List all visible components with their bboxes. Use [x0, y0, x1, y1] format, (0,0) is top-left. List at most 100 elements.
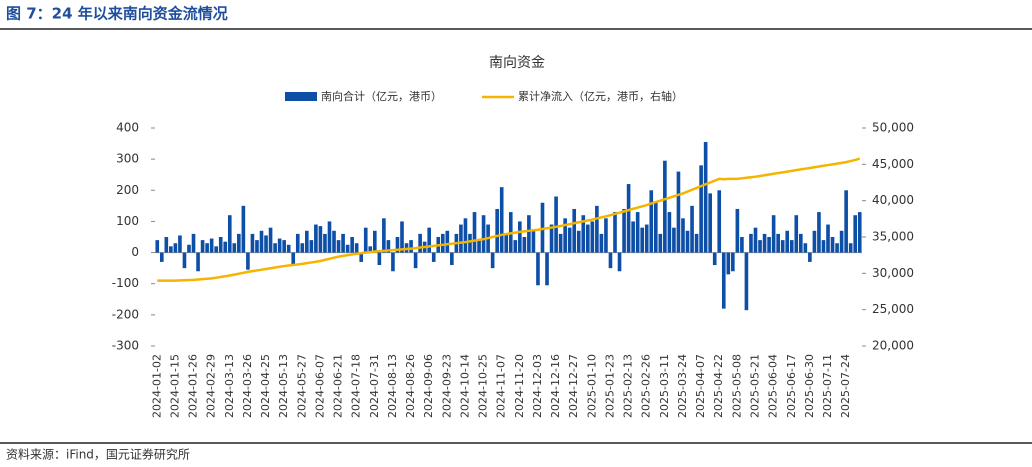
- bar: [295, 233, 300, 253]
- bar: [558, 233, 563, 253]
- x-tick-label: 2025-06-04: [767, 354, 780, 418]
- x-tick-label: 2025-01-23: [603, 354, 616, 418]
- bar: [382, 218, 386, 253]
- x-tick-label: 2024-12-16: [549, 354, 562, 418]
- bar: [663, 160, 667, 253]
- bar: [631, 221, 635, 253]
- bar: [155, 240, 160, 253]
- bar: [667, 212, 672, 253]
- bar: [735, 208, 740, 253]
- bar: [332, 230, 336, 253]
- bar: [626, 184, 631, 253]
- bar: [291, 252, 296, 266]
- x-tick-label: 2024-03-26: [241, 354, 254, 418]
- bar: [817, 212, 821, 253]
- bar: [264, 235, 268, 253]
- bar: [599, 233, 604, 253]
- bar: [617, 252, 622, 272]
- bar: [685, 230, 690, 253]
- bar: [209, 238, 214, 253]
- bar: [323, 233, 327, 253]
- x-tick-label: 2024-10-14: [458, 354, 471, 418]
- bar: [504, 233, 509, 253]
- bar: [246, 252, 250, 270]
- bar: [721, 252, 726, 309]
- bar: [440, 233, 445, 253]
- y2-tick-label: 25,000: [872, 302, 914, 316]
- bar: [812, 230, 817, 253]
- bar: [522, 237, 527, 253]
- bar: [835, 243, 839, 253]
- bar: [413, 252, 418, 269]
- x-tick-label: 2025-04-22: [712, 354, 725, 418]
- bar: [595, 205, 599, 253]
- x-tick-label: 2025-07-11: [821, 354, 834, 418]
- bar: [699, 165, 703, 253]
- bar: [359, 252, 364, 262]
- x-tick-label: 2025-02-26: [640, 354, 653, 418]
- bar: [608, 252, 613, 269]
- x-tick-label: 2024-12-03: [531, 354, 544, 418]
- bar: [472, 212, 477, 253]
- x-tick-label: 2024-07-18: [350, 354, 363, 418]
- bar: [490, 252, 495, 269]
- y2-tick-label: 50,000: [872, 121, 914, 135]
- bar: [644, 224, 649, 253]
- x-tick-label: 2024-08-26: [404, 354, 417, 418]
- bar: [622, 208, 626, 253]
- bar: [363, 227, 368, 253]
- bar: [585, 224, 590, 253]
- bar: [785, 230, 790, 253]
- bar: [844, 190, 848, 253]
- legend-label: 南向合计（亿元，港币）: [321, 89, 442, 103]
- y-tick-label: 300: [116, 152, 139, 166]
- bar: [839, 230, 844, 253]
- bar: [354, 243, 359, 253]
- bar: [653, 202, 658, 253]
- bar: [576, 230, 581, 253]
- bar: [540, 202, 545, 253]
- bar: [731, 252, 735, 272]
- bar: [468, 233, 472, 253]
- y2-tick-label: 40,000: [872, 193, 914, 207]
- y-tick-label: 0: [131, 245, 139, 259]
- bar: [255, 240, 259, 253]
- y-tick-label: 200: [116, 183, 139, 197]
- bar: [187, 244, 191, 253]
- bar: [740, 237, 744, 253]
- bar: [223, 241, 228, 253]
- bar: [518, 221, 522, 253]
- bar: [830, 237, 835, 253]
- bar: [726, 252, 731, 275]
- bar: [808, 252, 812, 262]
- bar: [259, 230, 264, 253]
- bar: [640, 227, 645, 253]
- bar: [681, 218, 685, 253]
- bar: [563, 218, 567, 253]
- bar: [300, 243, 305, 253]
- x-tick-label: 2025-01-10: [585, 354, 598, 418]
- bar: [178, 235, 182, 253]
- bar: [445, 230, 450, 253]
- bar: [218, 237, 223, 253]
- x-tick-label: 2025-06-30: [803, 354, 816, 418]
- bar: [286, 244, 291, 253]
- bar: [513, 240, 518, 253]
- bar: [853, 215, 858, 253]
- x-tick-label: 2024-09-23: [440, 354, 453, 418]
- bar: [314, 224, 318, 253]
- bar: [341, 233, 345, 253]
- bar: [549, 224, 554, 253]
- bar: [767, 237, 771, 253]
- x-tick-label: 2025-03-11: [658, 354, 671, 418]
- y2-tick-label: 45,000: [872, 157, 914, 171]
- bar: [536, 252, 540, 286]
- bar: [803, 243, 808, 253]
- bar: [318, 226, 323, 253]
- x-tick-label: 2024-04-25: [259, 354, 272, 418]
- x-tick-label: 2024-01-02: [150, 354, 163, 418]
- bar: [241, 205, 246, 253]
- bar: [386, 240, 391, 253]
- bar: [744, 252, 749, 311]
